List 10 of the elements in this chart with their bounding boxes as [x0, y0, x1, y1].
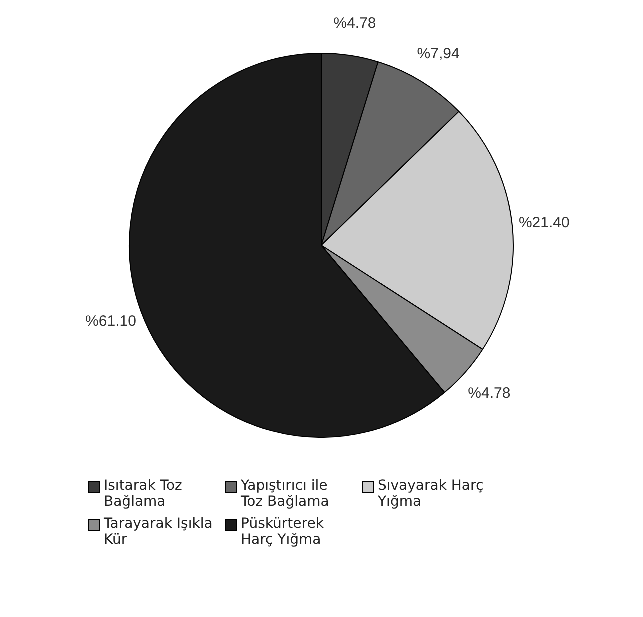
- legend-label: Isıtarak Toz Bağlama: [104, 478, 184, 510]
- data-label: %4.78: [468, 384, 511, 402]
- data-label: %61.10: [86, 313, 136, 330]
- legend-label: Püskürterek Harç Yığma: [241, 516, 325, 548]
- data-label: %21.40: [518, 214, 570, 232]
- data-label: %7,94: [417, 46, 460, 63]
- legend-label: Sıvayarak Harç Yığma: [378, 478, 485, 510]
- data-label: %4.78: [334, 15, 376, 32]
- legend-label: Tarayarak Işıkla Kür: [104, 516, 213, 548]
- legend-label: Yapıştırıcı ile Toz Bağlama: [241, 478, 330, 510]
